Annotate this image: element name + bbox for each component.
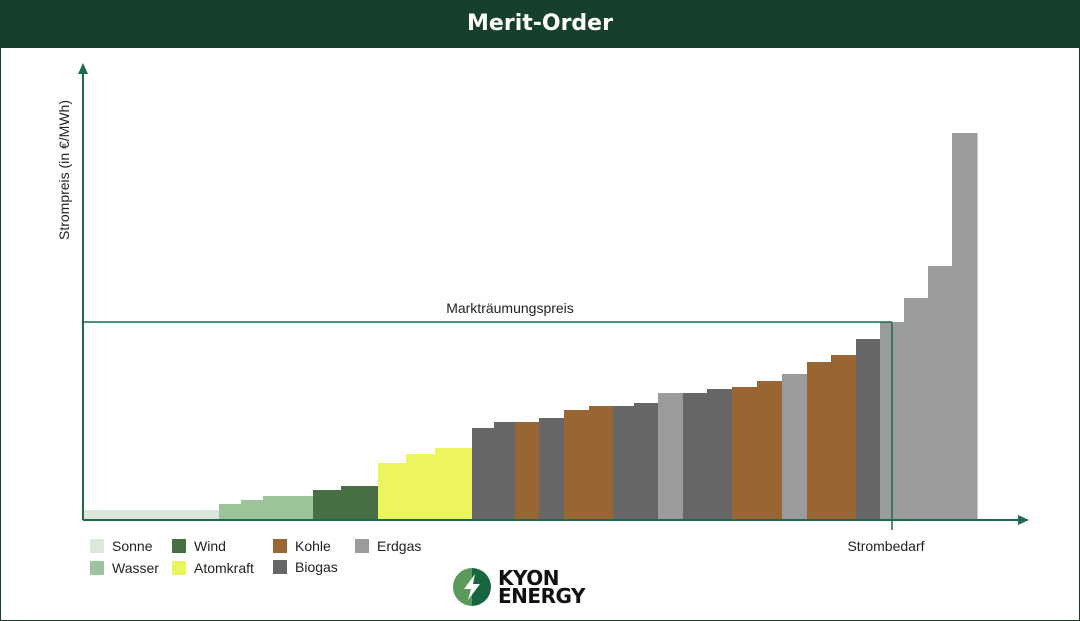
bar-atomkraft [406,454,436,520]
bar-kohle [757,381,783,520]
legend-label: Kohle [295,538,331,554]
clearing-price-label: Markträumungspreis [446,300,574,316]
bar-wind [341,486,379,520]
lightning-bolt-icon [453,568,491,606]
bar-kohle [831,355,857,520]
legend-item-wasser: Wasser [90,560,159,576]
bar-kohle [589,406,614,520]
legend-swatch [273,539,287,553]
legend-label: Wasser [112,560,159,576]
bar-atomkraft [378,463,407,520]
bar-kohle [515,422,540,520]
legend-item-biogas: Biogas [273,559,338,575]
legend-item-wind: Wind [172,538,226,554]
legend-swatch [172,539,186,553]
legend-swatch [90,539,104,553]
bar-kohle [807,362,832,520]
legend-item-sonne: Sonne [90,538,152,554]
bar-erdgas [904,298,929,520]
bar-biogas [634,403,659,520]
legend-item-kohle: Kohle [273,538,331,554]
logo-text-kyon: KYON [498,566,560,590]
bar-wasser [219,504,242,520]
legend-label: Wind [194,538,226,554]
bar-kohle [732,387,758,520]
logo-text-energy: ENERGY [498,584,585,608]
bar-erdgas [952,133,978,520]
bar-atomkraft [435,448,473,520]
bar-erdgas [782,374,808,520]
bar-wasser [263,496,314,520]
bar-biogas [494,422,516,520]
legend-item-erdgas: Erdgas [355,538,421,554]
legend-swatch [273,560,287,574]
legend-item-atomkraft: Atomkraft [172,560,254,576]
bar-erdgas [928,266,953,520]
legend-swatch [172,561,186,575]
legend-label: Sonne [112,538,153,554]
y-axis-label: Strompreis (in €/MWh) [56,100,72,240]
bar-sonne [84,510,220,520]
x-axis-label: Strombedarf [847,538,924,554]
x-axis-arrow [1018,515,1029,525]
bar-biogas [613,406,635,520]
bar-biogas [683,393,708,520]
legend-label: Atomkraft [194,560,254,576]
chart-title: Merit-Order [0,0,1080,48]
legend-swatch [90,561,104,575]
bar-kohle [564,410,590,520]
legend-label: Erdgas [377,538,422,554]
y-axis-arrow [78,63,88,74]
legend-swatch [355,539,369,553]
kyon-energy-logo: KYON ENERGY [452,567,585,607]
bar-biogas [707,389,733,520]
bar-biogas [472,428,495,520]
bar-biogas [856,339,881,520]
bar-erdgas [658,393,684,520]
bar-wind [313,490,342,520]
bar-biogas [539,418,565,520]
bar-wasser [241,500,264,520]
legend-label: Biogas [295,559,338,575]
